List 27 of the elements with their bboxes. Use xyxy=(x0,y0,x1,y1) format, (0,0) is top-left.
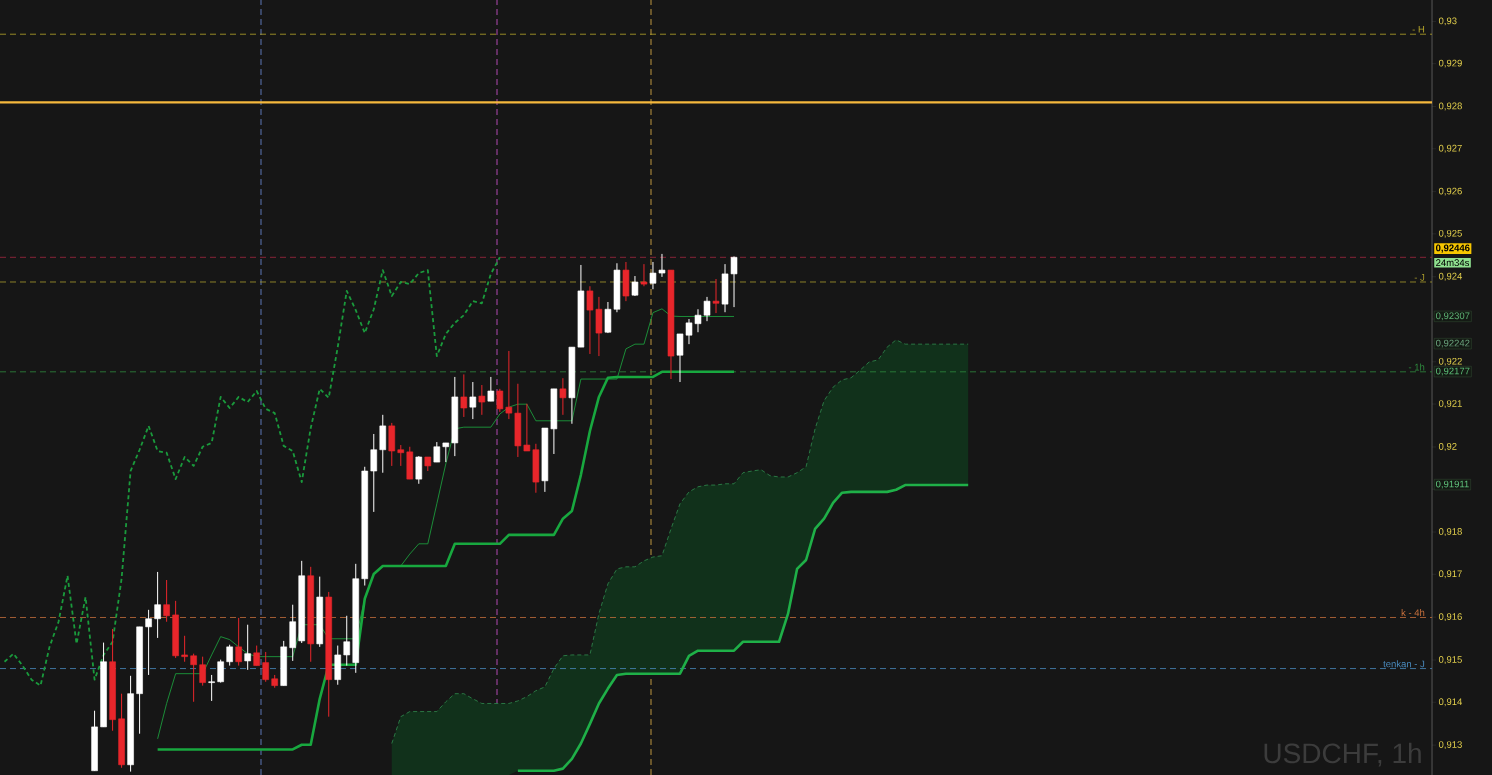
y-tick-label: 0,921 xyxy=(1438,400,1462,408)
ref-line-label: - J xyxy=(1414,274,1425,281)
y-tick-label: 0,916 xyxy=(1438,613,1462,622)
ref-line-label: - 1h xyxy=(1408,363,1425,371)
y-tick-label: 0,922 xyxy=(1438,357,1462,366)
y-tick-label: 0,917 xyxy=(1438,570,1462,579)
y-tick-label: 0,915 xyxy=(1438,656,1462,664)
y-tick-label: 0,924 xyxy=(1438,272,1463,281)
y-tick-label: 0,93 xyxy=(1438,17,1457,26)
ref-line-label: k - 4h xyxy=(1401,609,1425,616)
ref-line-label: tenkan - J xyxy=(1383,660,1425,668)
y-tick-label: 0,913 xyxy=(1438,741,1462,750)
text: 24m34s xyxy=(1436,259,1470,267)
text: 0,91911 xyxy=(1435,480,1469,489)
ref-line-label: 0,92446 xyxy=(1435,244,1470,253)
y-tick-label: 0,918 xyxy=(1438,528,1462,536)
y-tick-label: 0,92 xyxy=(1438,443,1457,451)
y-tick-label: 0,925 xyxy=(1438,229,1462,238)
y-tick-label: 0,927 xyxy=(1438,144,1462,153)
y-tick-label: 0,928 xyxy=(1438,102,1462,111)
text: 0,92307 xyxy=(1435,312,1470,321)
y-tick-label: 0,914 xyxy=(1438,698,1463,707)
text: 0,92242 xyxy=(1435,339,1470,348)
y-tick-label: 0,929 xyxy=(1438,59,1462,68)
text: 0,92177 xyxy=(1435,367,1470,376)
y-tick-label: 0,926 xyxy=(1438,187,1462,196)
ref-line-label: - H xyxy=(1412,26,1425,33)
